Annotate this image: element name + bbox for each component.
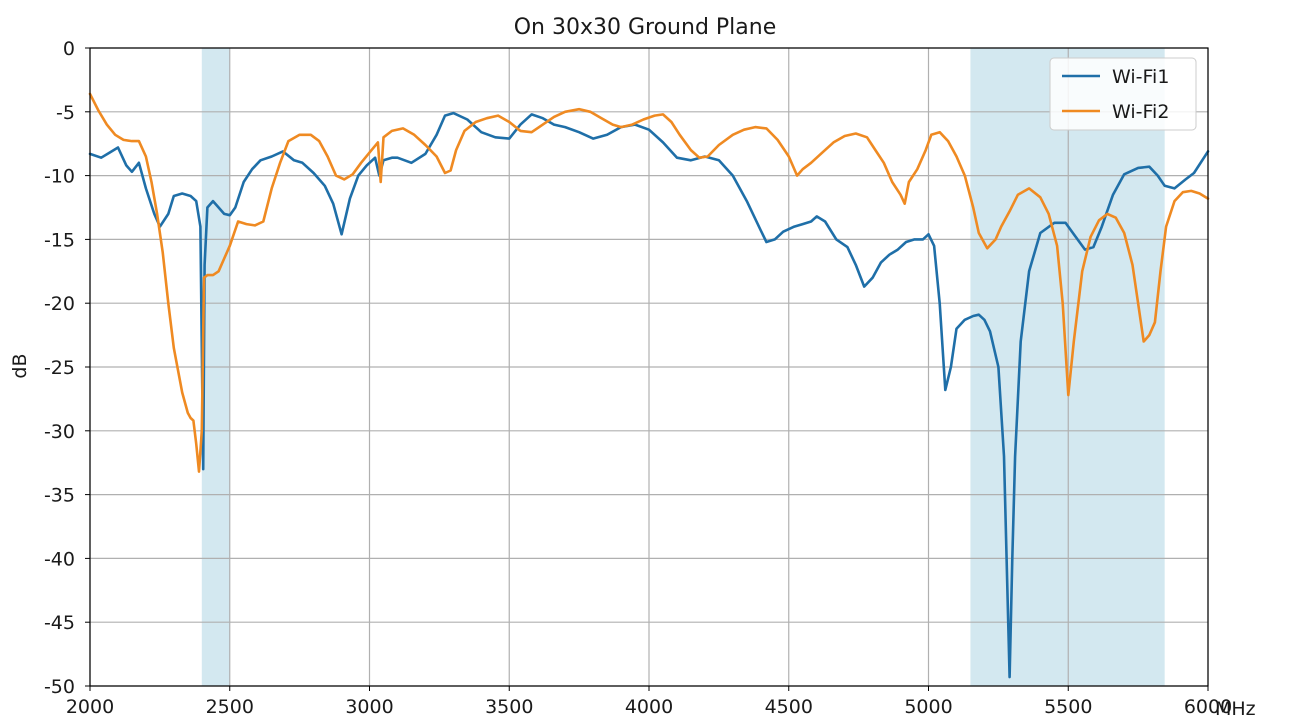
y-tick-label: -45: [44, 612, 75, 634]
x-tick-label: 5500: [1044, 696, 1092, 718]
x-tick-label: 2500: [206, 696, 254, 718]
y-tick-label: -20: [44, 293, 75, 315]
y-tick-labels: 0 -5 -10 -15 -20 -25 -30 -35 -40 -45 -50: [44, 38, 90, 698]
x-tick-label: 3500: [485, 696, 533, 718]
x-tick-label: 4000: [625, 696, 673, 718]
legend-label-wifi1: Wi-Fi1: [1112, 66, 1169, 88]
series-line-wifi2: [88, 92, 1210, 473]
x-tick-labels: 2000 2500 3000 3500 4000 4500 5000 5500 6000: [66, 686, 1232, 718]
legend: Wi-Fi1 Wi-Fi2: [1049, 57, 1197, 131]
y-tick-label: 0: [63, 38, 75, 60]
y-tick-label: -10: [44, 166, 75, 188]
series-lines: [88, 92, 1210, 679]
x-tick-label: 4500: [765, 696, 813, 718]
x-tick-label: 5000: [904, 696, 952, 718]
x-tick-label: 6000: [1184, 696, 1232, 718]
y-tick-label: -15: [44, 229, 75, 251]
y-tick-label: -35: [44, 485, 75, 507]
y-tick-label: -25: [44, 357, 75, 379]
x-tick-label: 2000: [66, 696, 114, 718]
y-tick-label: -50: [44, 676, 75, 698]
legend-label-wifi2: Wi-Fi2: [1112, 101, 1169, 123]
chart-title: On 30x30 Ground Plane: [514, 15, 777, 40]
y-tick-label: -40: [44, 548, 75, 570]
y-tick-label: -5: [56, 102, 75, 124]
y-axis-label: dB: [9, 353, 31, 378]
x-tick-label: 3000: [345, 696, 393, 718]
x-axis-unit: MHz: [1215, 698, 1256, 720]
series-line-wifi1: [88, 111, 1210, 679]
y-tick-label: -30: [44, 421, 75, 443]
